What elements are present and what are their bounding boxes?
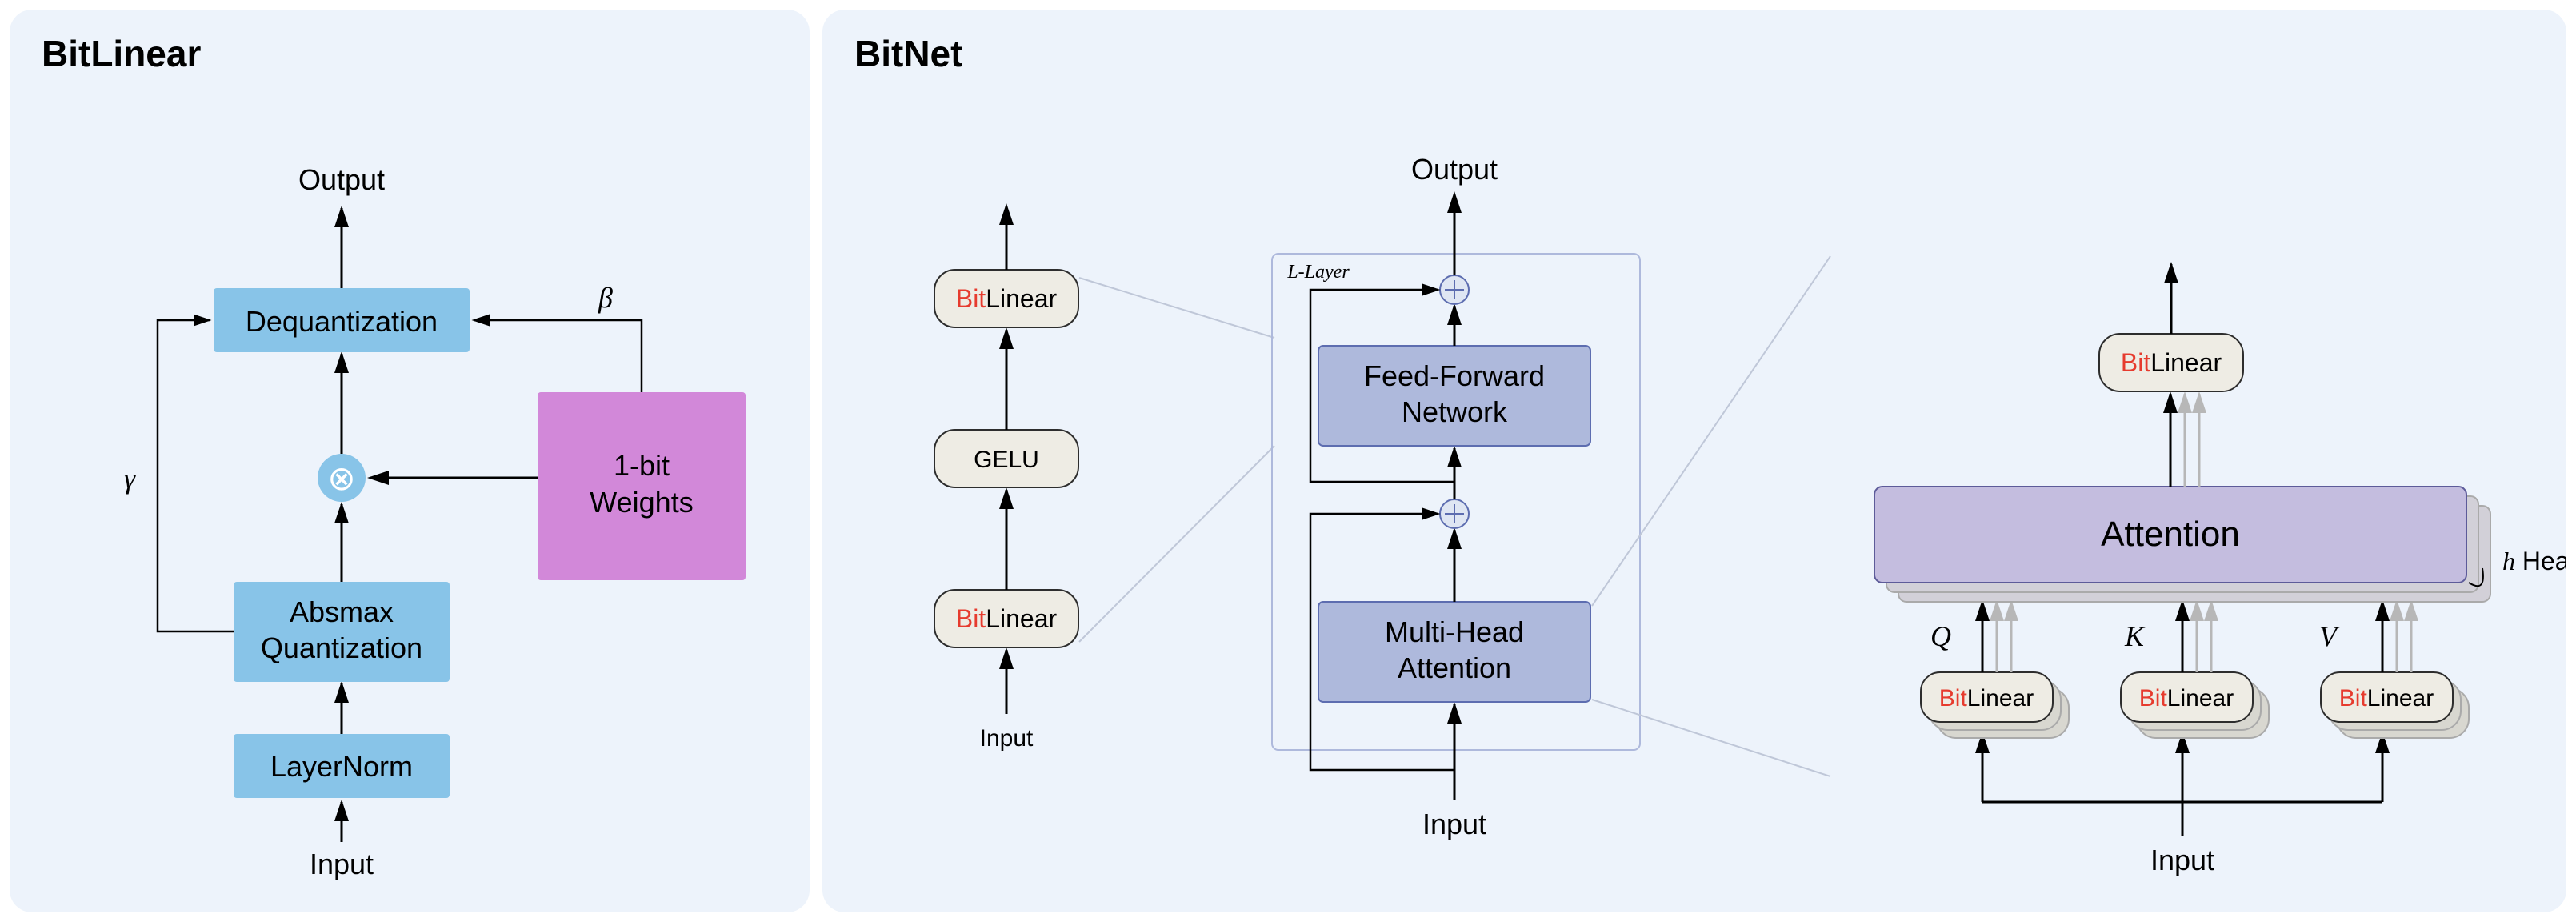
bitnet-panel: BitNet Input BitLinear GELU: [822, 10, 2566, 912]
h-heads-label: h Heads: [2502, 547, 2566, 575]
bitnet-diagram: Input BitLinear GELU BitLinear: [822, 10, 2566, 912]
bitnet-title: BitNet: [854, 32, 962, 75]
bitlinear-title: BitLinear: [42, 32, 201, 75]
absmax-text2: Quantization: [261, 631, 422, 664]
weights-text1: 1-bit: [614, 449, 670, 482]
transformer-block: L-Layer Input Multi-Head Attention Fe: [1272, 153, 1640, 840]
input-label: Input: [310, 848, 374, 880]
svg-text:BitLinear: BitLinear: [2139, 685, 2234, 712]
gamma-label: γ: [124, 463, 136, 495]
ffn-text1: Feed-Forward: [1364, 359, 1545, 392]
v-label: V: [2319, 620, 2340, 652]
ffn-text2: Network: [1402, 395, 1508, 428]
dequant-text: Dequantization: [246, 305, 438, 338]
v-pill-group: BitLinear: [2321, 672, 2469, 738]
bitlinear-top-text: BitLinear: [956, 284, 1058, 313]
ffn-input: Input: [980, 725, 1034, 752]
bitlinear-diagram: Input LayerNorm Absmax Quantization ⊗ De…: [10, 10, 810, 912]
attention-detail: Input BitLinear BitLine: [1874, 264, 2566, 876]
weights-text2: Weights: [590, 486, 693, 519]
absmax-text1: Absmax: [290, 595, 394, 628]
multiply-symbol: ⊗: [327, 459, 355, 497]
svg-text:BitLinear: BitLinear: [1939, 685, 2034, 712]
bitlinear-panel: BitLinear Input LayerNorm Absmax Quantiz: [10, 10, 810, 912]
bitlinear-bottom-text: BitLinear: [956, 604, 1058, 633]
layernorm-text: LayerNorm: [270, 750, 413, 783]
output-label: Output: [298, 163, 385, 196]
q-label: Q: [1930, 620, 1951, 652]
gelu-text: GELU: [974, 447, 1039, 473]
k-label: K: [2124, 620, 2146, 652]
mha-text2: Attention: [1398, 651, 1511, 684]
l-layer-label: L-Layer: [1286, 262, 1350, 283]
svg-text:BitLinear: BitLinear: [2121, 348, 2222, 377]
beta-label: β: [598, 282, 613, 314]
mha-text1: Multi-Head: [1385, 615, 1524, 648]
attn-input: Input: [2150, 844, 2214, 876]
trf-input: Input: [1422, 808, 1486, 840]
q-pill-group: BitLinear: [1921, 672, 2069, 738]
attention-text: Attention: [2101, 515, 2240, 554]
k-pill-group: BitLinear: [2121, 672, 2269, 738]
svg-text:BitLinear: BitLinear: [2339, 685, 2434, 712]
ffn-column: Input BitLinear GELU BitLinear: [934, 206, 1078, 752]
trf-output: Output: [1411, 153, 1498, 186]
